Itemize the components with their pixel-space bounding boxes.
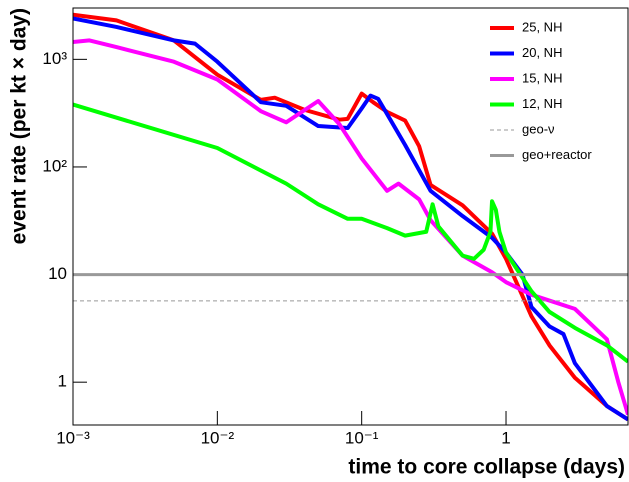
legend-label: geo+reactor	[522, 147, 592, 162]
series-line	[73, 102, 628, 364]
series-line	[73, 38, 628, 416]
legend-label: 15, NH	[522, 70, 562, 85]
legend-label: geo-ν	[522, 121, 555, 136]
x-tick-label: 10⁻¹	[345, 428, 379, 447]
x-tick-label: 10⁻³	[56, 428, 90, 447]
y-axis-label: event rate (per kt × day)	[8, 8, 31, 244]
legend-label: 25, NH	[522, 19, 562, 34]
y-tick-label: 1	[58, 372, 67, 391]
plot-lines	[73, 12, 628, 422]
x-tick-label: 10⁻²	[201, 428, 235, 447]
x-axis-label: time to core collapse (days)	[348, 456, 625, 479]
series-line	[73, 16, 628, 422]
x-tick-label: 1	[501, 428, 510, 447]
y-tick-label: 10	[48, 264, 67, 283]
y-tick-label: 10³	[42, 49, 67, 68]
legend-label: 12, NH	[522, 96, 562, 111]
y-tick-label: 10²	[42, 156, 67, 175]
legend-label: 20, NH	[522, 45, 562, 60]
plot-frame	[72, 7, 629, 426]
